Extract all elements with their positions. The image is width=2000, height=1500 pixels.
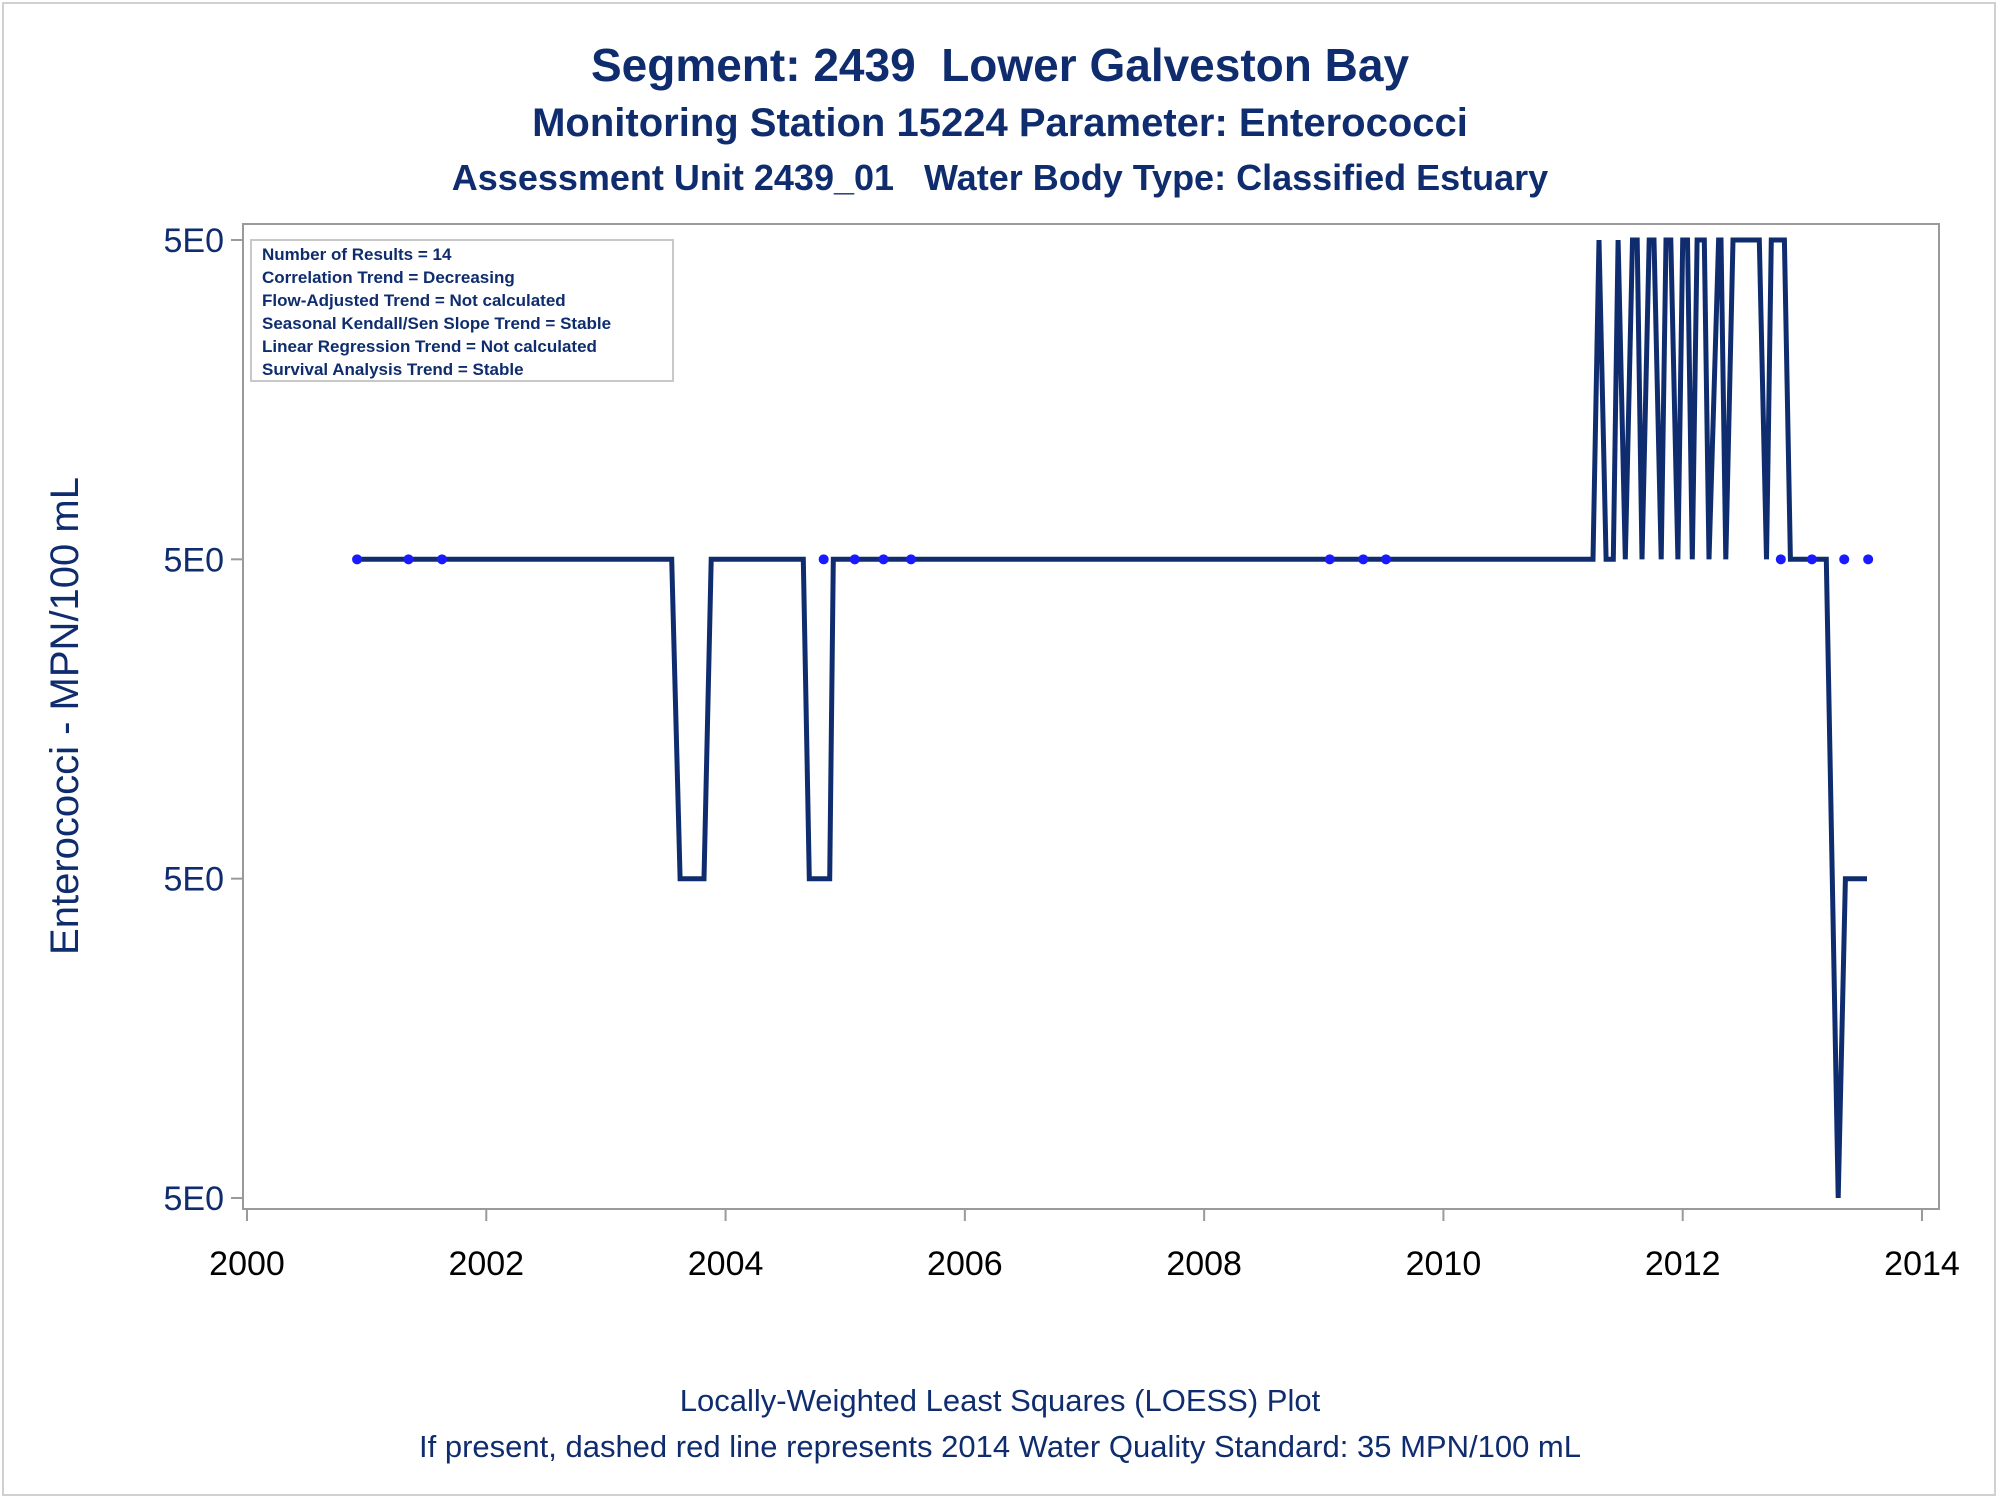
y-tick-label: 5E0 [164,1180,225,1218]
x-tick-label: 2004 [688,1245,764,1283]
stats-line: Flow-Adjusted Trend = Not calculated [262,291,566,310]
data-point [1775,554,1786,565]
data-point [878,554,889,565]
footer-note: Locally-Weighted Least Squares (LOESS) P… [679,1383,1321,1418]
x-tick-label: 2014 [1884,1245,1960,1283]
series-layer [352,237,1874,1199]
data-point [1358,554,1369,565]
data-point [403,554,414,565]
data-point [1324,554,1335,565]
x-tick-label: 2000 [209,1245,285,1283]
data-point [1806,554,1817,565]
data-point [906,554,917,565]
data-point [1863,554,1874,565]
x-tick-label: 2008 [1166,1245,1242,1283]
stats-line: Seasonal Kendall/Sen Slope Trend = Stabl… [262,314,611,333]
stats-line: Survival Analysis Trend = Stable [262,360,524,379]
data-point [849,554,860,565]
x-tick-label: 2006 [927,1245,1003,1283]
x-axis: 2000 2002 2004 2006 2008 2010 2012 2014 [209,1209,1960,1283]
chart-subtitle: Monitoring Station 15224 Parameter: Ente… [532,101,1468,145]
data-point [818,554,829,565]
stats-line: Number of Results = 14 [262,245,452,264]
data-point [1839,554,1850,565]
y-tick-label: 5E0 [164,861,225,899]
data-point [352,554,363,565]
data-point [437,554,448,565]
chart-subtitle-2: Assessment Unit 2439_01 Water Body Type:… [451,157,1549,198]
data-point [1381,554,1391,565]
x-tick-label: 2012 [1645,1245,1721,1283]
y-tick-label: 5E0 [164,222,225,260]
x-tick-label: 2002 [448,1245,524,1283]
chart-title: Segment: 2439 Lower Galveston Bay [590,39,1410,91]
loess-line [357,237,1867,1199]
x-tick-label: 2010 [1406,1245,1482,1283]
stats-line: Correlation Trend = Decreasing [262,268,515,287]
stats-line: Linear Regression Trend = Not calculated [262,337,597,356]
plot-area [242,223,1940,1210]
stats-box: Number of Results = 14 Correlation Trend… [250,239,674,382]
y-axis: 5E0 5E0 5E0 5E0 [164,222,243,1218]
y-tick-label: 5E0 [164,541,225,579]
stats-box-border [250,239,674,382]
y-axis-label: Enterococci - MPN/100 mL [43,477,87,955]
footer-note-2: If present, dashed red line represents 2… [419,1429,1581,1464]
